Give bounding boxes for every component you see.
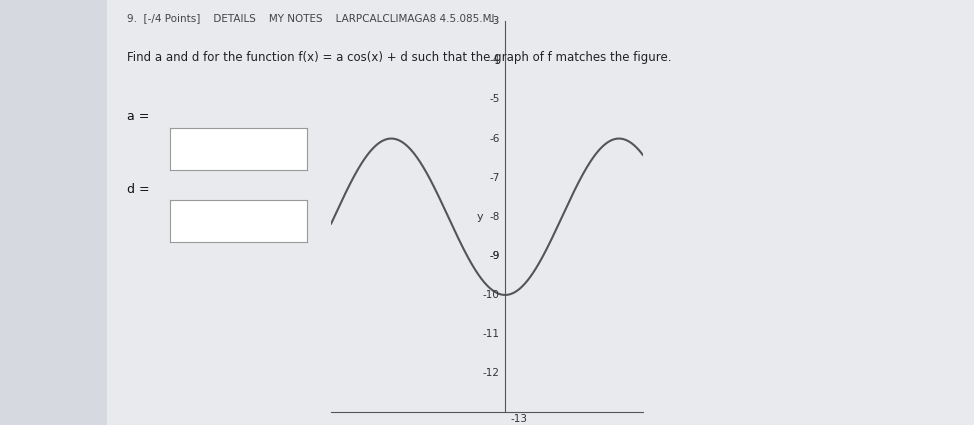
Text: Find a and d for the function f(x) = a cos(x) + d such that the graph of f match: Find a and d for the function f(x) = a c… bbox=[127, 51, 671, 64]
Text: 9.  [-/4 Points]    DETAILS    MY NOTES    LARPCALCLIMAGA8 4.5.085.MI.: 9. [-/4 Points] DETAILS MY NOTES LARPCAL… bbox=[127, 13, 498, 23]
Text: y: y bbox=[476, 212, 483, 222]
Text: -5: -5 bbox=[489, 94, 500, 105]
Text: -3: -3 bbox=[489, 16, 500, 26]
Text: a =: a = bbox=[127, 110, 149, 124]
Text: -7: -7 bbox=[489, 173, 500, 183]
Text: -10: -10 bbox=[483, 290, 500, 300]
Text: -6: -6 bbox=[489, 133, 500, 144]
Text: -9: -9 bbox=[489, 251, 500, 261]
Text: -4: -4 bbox=[489, 55, 500, 65]
Text: $-\pi$: $-\pi$ bbox=[382, 424, 400, 425]
Text: -9: -9 bbox=[489, 251, 500, 261]
Text: -8: -8 bbox=[489, 212, 500, 222]
Text: d =: d = bbox=[127, 183, 149, 196]
Text: -13: -13 bbox=[510, 414, 528, 424]
Text: -11: -11 bbox=[483, 329, 500, 339]
Text: -12: -12 bbox=[483, 368, 500, 378]
Text: $\pi$: $\pi$ bbox=[615, 424, 623, 425]
